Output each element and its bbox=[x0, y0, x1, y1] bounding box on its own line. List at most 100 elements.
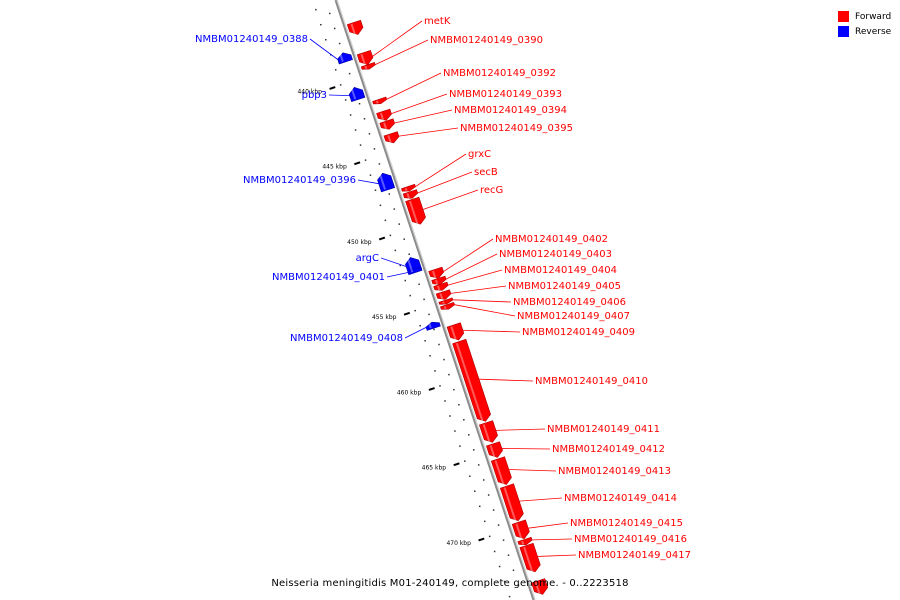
gene-arrow-nmbm01240149-0395 bbox=[383, 131, 400, 144]
minor-tick bbox=[409, 294, 411, 297]
minor-tick bbox=[374, 189, 377, 192]
gene-arrow-nmbm01240149-0411 bbox=[479, 420, 498, 443]
minor-tick bbox=[492, 509, 495, 511]
minor-tick bbox=[429, 355, 431, 357]
gene-label-nmbm01240149-0394: NMBM01240149_0394 bbox=[454, 105, 567, 116]
legend-label-reverse: Reverse bbox=[855, 26, 892, 37]
minor-tick bbox=[449, 415, 451, 417]
minor-tick bbox=[424, 340, 426, 342]
label-leader-nmbm01240149-0408 bbox=[404, 327, 427, 339]
label-leader-nmbm01240149-0415 bbox=[528, 522, 569, 529]
label-leader-nmbm01240149-0395 bbox=[398, 127, 459, 137]
legend-label-forward: Forward bbox=[855, 11, 892, 22]
minor-tick bbox=[428, 313, 430, 316]
feature-layer bbox=[337, 19, 549, 595]
legend-item-forward: Forward bbox=[838, 9, 891, 24]
minor-tick bbox=[334, 69, 337, 71]
gene-label-nmbm01240149-0408: NMBM01240149_0408 bbox=[290, 333, 403, 344]
gene-arrow-secb bbox=[402, 189, 419, 199]
gene-arrow-nmbm01240149-0404 bbox=[433, 281, 449, 291]
gene-arrow-nmbm01240149-0390 bbox=[360, 62, 376, 70]
minor-tick bbox=[423, 298, 425, 301]
minor-tick bbox=[325, 39, 327, 41]
gene-label-nmbm01240149-0405: NMBM01240149_0405 bbox=[508, 281, 621, 292]
minor-tick bbox=[497, 524, 500, 526]
label-leader-nmbm01240149-0402 bbox=[443, 238, 494, 272]
label-leader-metk bbox=[372, 20, 423, 57]
gene-arrow-nmbm01240149-0401 bbox=[407, 267, 423, 276]
minor-tick bbox=[487, 494, 490, 496]
label-leader-nmbm01240149-0417 bbox=[537, 554, 577, 557]
minor-tick bbox=[458, 403, 460, 406]
label-leader-nmbm01240149-0394 bbox=[394, 109, 453, 124]
label-layer: NMBM01240149_0388 metK NMBM01240149_0390pb… bbox=[195, 16, 691, 561]
tick-label: 465 kbp bbox=[422, 465, 447, 472]
genome-backbone bbox=[334, 0, 536, 600]
minor-tick bbox=[404, 279, 406, 282]
minor-tick bbox=[477, 464, 480, 466]
minor-tick bbox=[363, 118, 366, 120]
label-leader-nmbm01240149-0404 bbox=[447, 269, 503, 286]
major-tick bbox=[329, 86, 336, 90]
minor-tick bbox=[333, 27, 336, 30]
gene-label-nmbm01240149-0392: NMBM01240149_0392 bbox=[443, 68, 556, 79]
legend: Forward Reverse bbox=[838, 9, 891, 39]
legend-item-reverse: Reverse bbox=[838, 24, 891, 39]
minor-tick bbox=[498, 565, 501, 568]
gene-arrow-nmbm01240149-0393 bbox=[376, 108, 392, 121]
gene-label-nmbm01240149-0395: NMBM01240149_0395 bbox=[460, 123, 573, 134]
minor-tick bbox=[463, 419, 465, 421]
minor-tick bbox=[418, 283, 420, 286]
gene-label-nmbm01240149-0411: NMBM01240149_0411 bbox=[547, 424, 660, 435]
label-leader-nmbm01240149-0407 bbox=[454, 304, 516, 317]
gene-label-recg: recG bbox=[480, 185, 503, 196]
tick-label: 470 kbp bbox=[446, 540, 471, 547]
forward-swatch bbox=[838, 11, 849, 22]
gene-arrow-recg bbox=[405, 196, 426, 225]
minor-tick bbox=[359, 144, 362, 146]
gene-arrow-nmbm01240149-0407 bbox=[440, 302, 455, 310]
gene-arrow-nmbm01240149-0394 bbox=[379, 118, 395, 130]
minor-tick bbox=[517, 584, 520, 587]
gene-label-grxc: grxC bbox=[468, 149, 491, 160]
minor-tick bbox=[393, 208, 396, 210]
minor-tick bbox=[444, 400, 446, 402]
tick-label: 455 kbp bbox=[372, 314, 397, 321]
label-leader-nmbm01240149-0413 bbox=[508, 469, 557, 472]
minor-tick bbox=[503, 580, 506, 583]
minor-tick bbox=[369, 174, 372, 176]
minor-tick bbox=[338, 42, 341, 45]
gene-label-secb: secB bbox=[474, 167, 498, 178]
gene-label-argc: argC bbox=[356, 253, 379, 264]
minor-tick bbox=[389, 234, 392, 237]
minor-tick bbox=[394, 249, 397, 252]
label-leader-nmbm01240149-0393 bbox=[391, 93, 448, 114]
reverse-swatch bbox=[838, 26, 849, 37]
gene-arrow-nmbm01240149-0409 bbox=[446, 322, 465, 341]
gene-arrow-unlabeled bbox=[346, 19, 364, 35]
minor-tick bbox=[384, 219, 387, 222]
minor-tick bbox=[443, 358, 445, 361]
label-leader-grxc bbox=[415, 153, 467, 187]
gene-label-pbp3: pbp3 bbox=[302, 90, 327, 101]
gene-arrow-nmbm01240149-0408 bbox=[425, 321, 441, 331]
minor-tick bbox=[468, 434, 470, 436]
minor-tick bbox=[398, 223, 401, 225]
minor-tick bbox=[408, 253, 410, 255]
label-leader-nmbm01240149-0409 bbox=[462, 329, 521, 333]
minor-tick bbox=[434, 370, 436, 372]
gene-arrow-nmbm01240149-0388 bbox=[337, 52, 353, 65]
gene-arrow-nmbm01240149-0415 bbox=[511, 519, 530, 540]
major-tick bbox=[403, 311, 411, 316]
label-leader-argc bbox=[380, 257, 407, 267]
minor-tick bbox=[373, 148, 376, 150]
gene-label-nmbm01240149-0401: NMBM01240149_0401 bbox=[272, 272, 385, 283]
minor-tick bbox=[358, 102, 361, 105]
tick-label: 460 kbp bbox=[397, 389, 422, 396]
gene-label-nmbm01240149-0390: NMBM01240149_0390 bbox=[430, 35, 543, 46]
minor-tick bbox=[399, 264, 402, 267]
gene-label-nmbm01240149-0393: NMBM01240149_0393 bbox=[449, 89, 562, 100]
gene-arrow-nmbm01240149-0392 bbox=[372, 96, 388, 105]
minor-tick bbox=[473, 449, 475, 451]
minor-tick bbox=[368, 133, 371, 135]
